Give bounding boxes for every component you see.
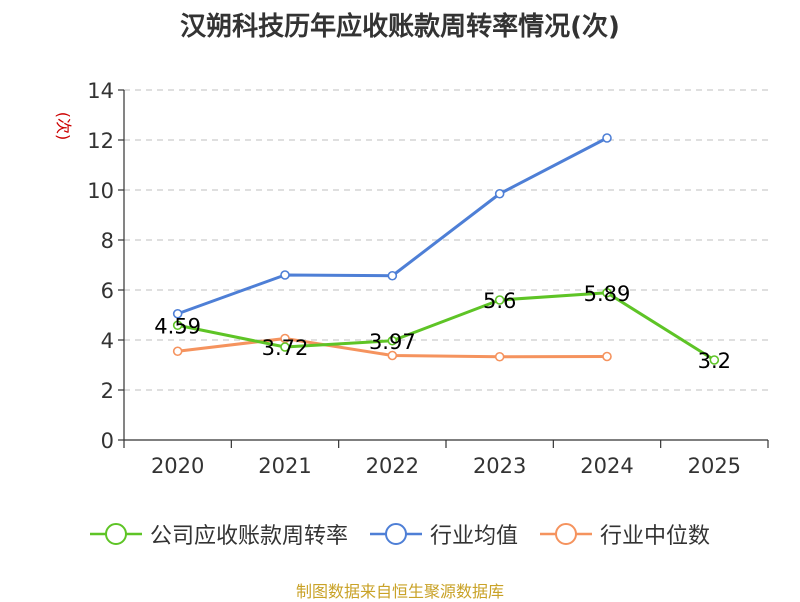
data-label: 3.72: [262, 336, 309, 360]
legend-swatch-company-icon: [89, 523, 142, 545]
y-tick-label: 12: [87, 129, 114, 153]
y-tick-label: 14: [87, 79, 114, 103]
y-tick-label: 8: [101, 229, 114, 253]
data-point[interactable]: [280, 342, 290, 352]
legend-label-company: 公司应收账款周转率: [149, 524, 348, 549]
x-tick-label: 2025: [688, 454, 741, 478]
series-line-0: [177, 291, 716, 362]
data-point[interactable]: [387, 350, 398, 361]
data-point[interactable]: [602, 287, 612, 298]
x-tick-label: 2023: [473, 454, 526, 478]
data-point[interactable]: [494, 188, 505, 199]
data-point[interactable]: [280, 270, 290, 280]
x-tick-label: 2020: [151, 454, 204, 478]
data-point[interactable]: [494, 295, 505, 305]
x-tick-label: 2022: [366, 454, 419, 478]
series-line-1: [177, 136, 608, 316]
data-point[interactable]: [172, 320, 183, 331]
data-label: 3.2: [698, 349, 731, 373]
data-point[interactable]: [387, 335, 398, 346]
legend-item-industry-median[interactable]: 行业中位数: [540, 518, 710, 550]
legend-label-median: 行业中位数: [600, 524, 711, 549]
x-tick-label: 2024: [580, 454, 633, 478]
data-point[interactable]: [172, 308, 183, 319]
data-point[interactable]: [172, 346, 183, 357]
legend: 公司应收账款周转率 行业均值 行业中位数: [0, 518, 800, 550]
x-tick-label: 2021: [258, 454, 311, 478]
y-axis-label: (次): [54, 112, 73, 141]
legend-item-company[interactable]: 公司应收账款周转率: [89, 518, 348, 550]
data-labels-layer: 4.59 3.72 3.97 5.6 5.89 3.2: [154, 282, 731, 373]
source-note: 制图数据来自恒生聚源数据库: [295, 582, 504, 601]
data-label: 5.6: [483, 289, 516, 313]
y-tick-label: 4: [101, 329, 114, 353]
y-tick-label: 0: [101, 429, 114, 453]
data-point[interactable]: [709, 355, 720, 365]
legend-label-mean: 行业均值: [429, 524, 518, 549]
y-tick-label: 2: [101, 379, 114, 403]
data-point[interactable]: [387, 270, 398, 281]
legend-swatch-median-icon: [540, 523, 592, 545]
chart-title: 汉朔科技历年应收账款周转率情况(次): [180, 12, 620, 42]
data-point[interactable]: [602, 351, 612, 362]
y-tick-label: 10: [87, 179, 114, 203]
data-label: 5.89: [584, 282, 631, 306]
data-label: 3.97: [369, 330, 416, 354]
grid-lines: [124, 89, 768, 391]
legend-swatch-mean-icon: [369, 523, 422, 545]
data-point[interactable]: [602, 133, 612, 143]
data-point[interactable]: [494, 351, 505, 362]
axes: 0 2 4 6 8 10 12 14 2020 2021 2022 2023 2024 2025: [87, 79, 769, 478]
y-tick-label: 6: [101, 279, 114, 303]
legend-item-industry-mean[interactable]: 行业均值: [369, 518, 518, 550]
series-layer: [172, 133, 720, 365]
data-label: 4.59: [154, 314, 201, 338]
